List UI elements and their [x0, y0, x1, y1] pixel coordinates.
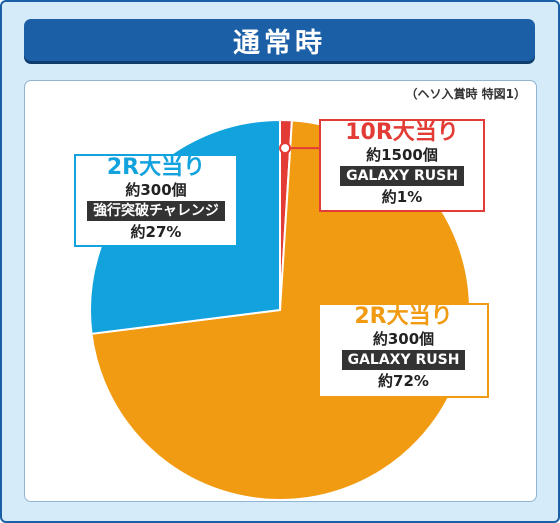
slice-label-2r-challenge: 2R大当り 約300個 強行突破チャレンジ 約27%	[74, 154, 238, 247]
slice-label-percent: 約1%	[381, 188, 423, 206]
title-bar: 通常時	[24, 19, 535, 61]
chart-title: 通常時	[233, 27, 326, 59]
slice-label-2r-rush: 2R大当り 約300個 GALAXY RUSH 約72%	[318, 303, 489, 398]
slice-label-10r: 10R大当り 約1500個 GALAXY RUSH 約1%	[319, 119, 485, 212]
slice-label-tag: GALAXY RUSH	[341, 350, 466, 370]
slice-label-name: 10R大当り	[345, 120, 459, 145]
slice-label-sub: 約1500個	[366, 146, 438, 164]
slice-label-sub: 約300個	[372, 330, 435, 348]
slice-label-sub: 約300個	[125, 181, 187, 199]
chart-note: （ヘソ入賞時 特図1）	[405, 87, 526, 101]
slice-label-name: 2R大当り	[354, 304, 453, 329]
slice-label-name: 2R大当り	[106, 155, 206, 180]
slice-label-percent: 約72%	[378, 372, 429, 390]
slice-label-tag: 強行突破チャレンジ	[87, 201, 225, 221]
leader-dot	[279, 142, 292, 155]
slice-label-percent: 約27%	[130, 223, 182, 241]
slice-label-tag: GALAXY RUSH	[340, 166, 464, 186]
